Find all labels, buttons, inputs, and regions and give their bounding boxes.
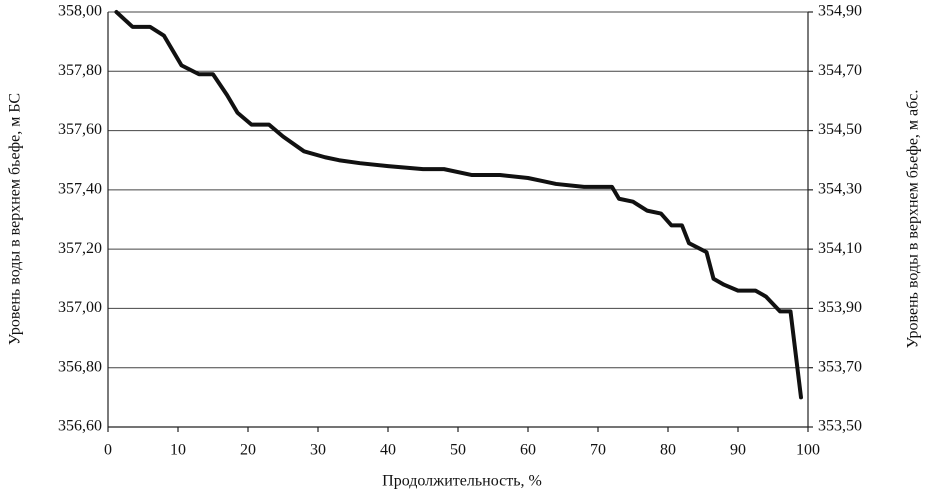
y2-tick-label: 353,50 bbox=[818, 418, 862, 435]
x-tick-label: 0 bbox=[104, 442, 112, 459]
x-tick-label: 90 bbox=[730, 442, 746, 459]
y2-tick-label: 354,70 bbox=[818, 62, 862, 79]
x-tick-label: 60 bbox=[520, 442, 536, 459]
x-tick-label: 30 bbox=[310, 442, 326, 459]
x-tick-label: 70 bbox=[590, 442, 606, 459]
x-tick-label: 20 bbox=[240, 442, 256, 459]
y-tick-label: 356,80 bbox=[58, 358, 102, 375]
y-tick-label: 357,40 bbox=[58, 181, 102, 198]
y2-tick-label: 353,90 bbox=[818, 299, 862, 316]
y-tick-label: 357,00 bbox=[58, 299, 102, 316]
y2-axis-title: Уровень воды в верхнем бьефе, м абс. bbox=[905, 90, 922, 349]
x-tick-label: 50 bbox=[450, 442, 466, 459]
x-tick-label: 80 bbox=[660, 442, 676, 459]
x-tick-label: 10 bbox=[170, 442, 186, 459]
x-axis-title: Продолжительность, % bbox=[382, 473, 542, 490]
y-tick-label: 357,60 bbox=[58, 121, 102, 138]
y2-tick-label: 354,10 bbox=[818, 240, 862, 257]
y-axis-title: Уровень воды в верхнем бьефе, м БС bbox=[7, 93, 24, 345]
y2-tick-label: 353,70 bbox=[818, 358, 862, 375]
data-line bbox=[114, 10, 803, 400]
y2-tick-label: 354,30 bbox=[818, 181, 862, 198]
y2-tick-label: 354,90 bbox=[818, 3, 862, 20]
y-tick-label: 356,60 bbox=[58, 418, 102, 435]
y2-tick-label: 354,50 bbox=[818, 121, 862, 138]
y-tick-label: 358,00 bbox=[58, 3, 102, 20]
x-tick-label: 40 bbox=[380, 442, 396, 459]
y-tick-label: 357,20 bbox=[58, 240, 102, 257]
x-tick-label: 100 bbox=[796, 442, 820, 459]
y-tick-label: 357,80 bbox=[58, 62, 102, 79]
